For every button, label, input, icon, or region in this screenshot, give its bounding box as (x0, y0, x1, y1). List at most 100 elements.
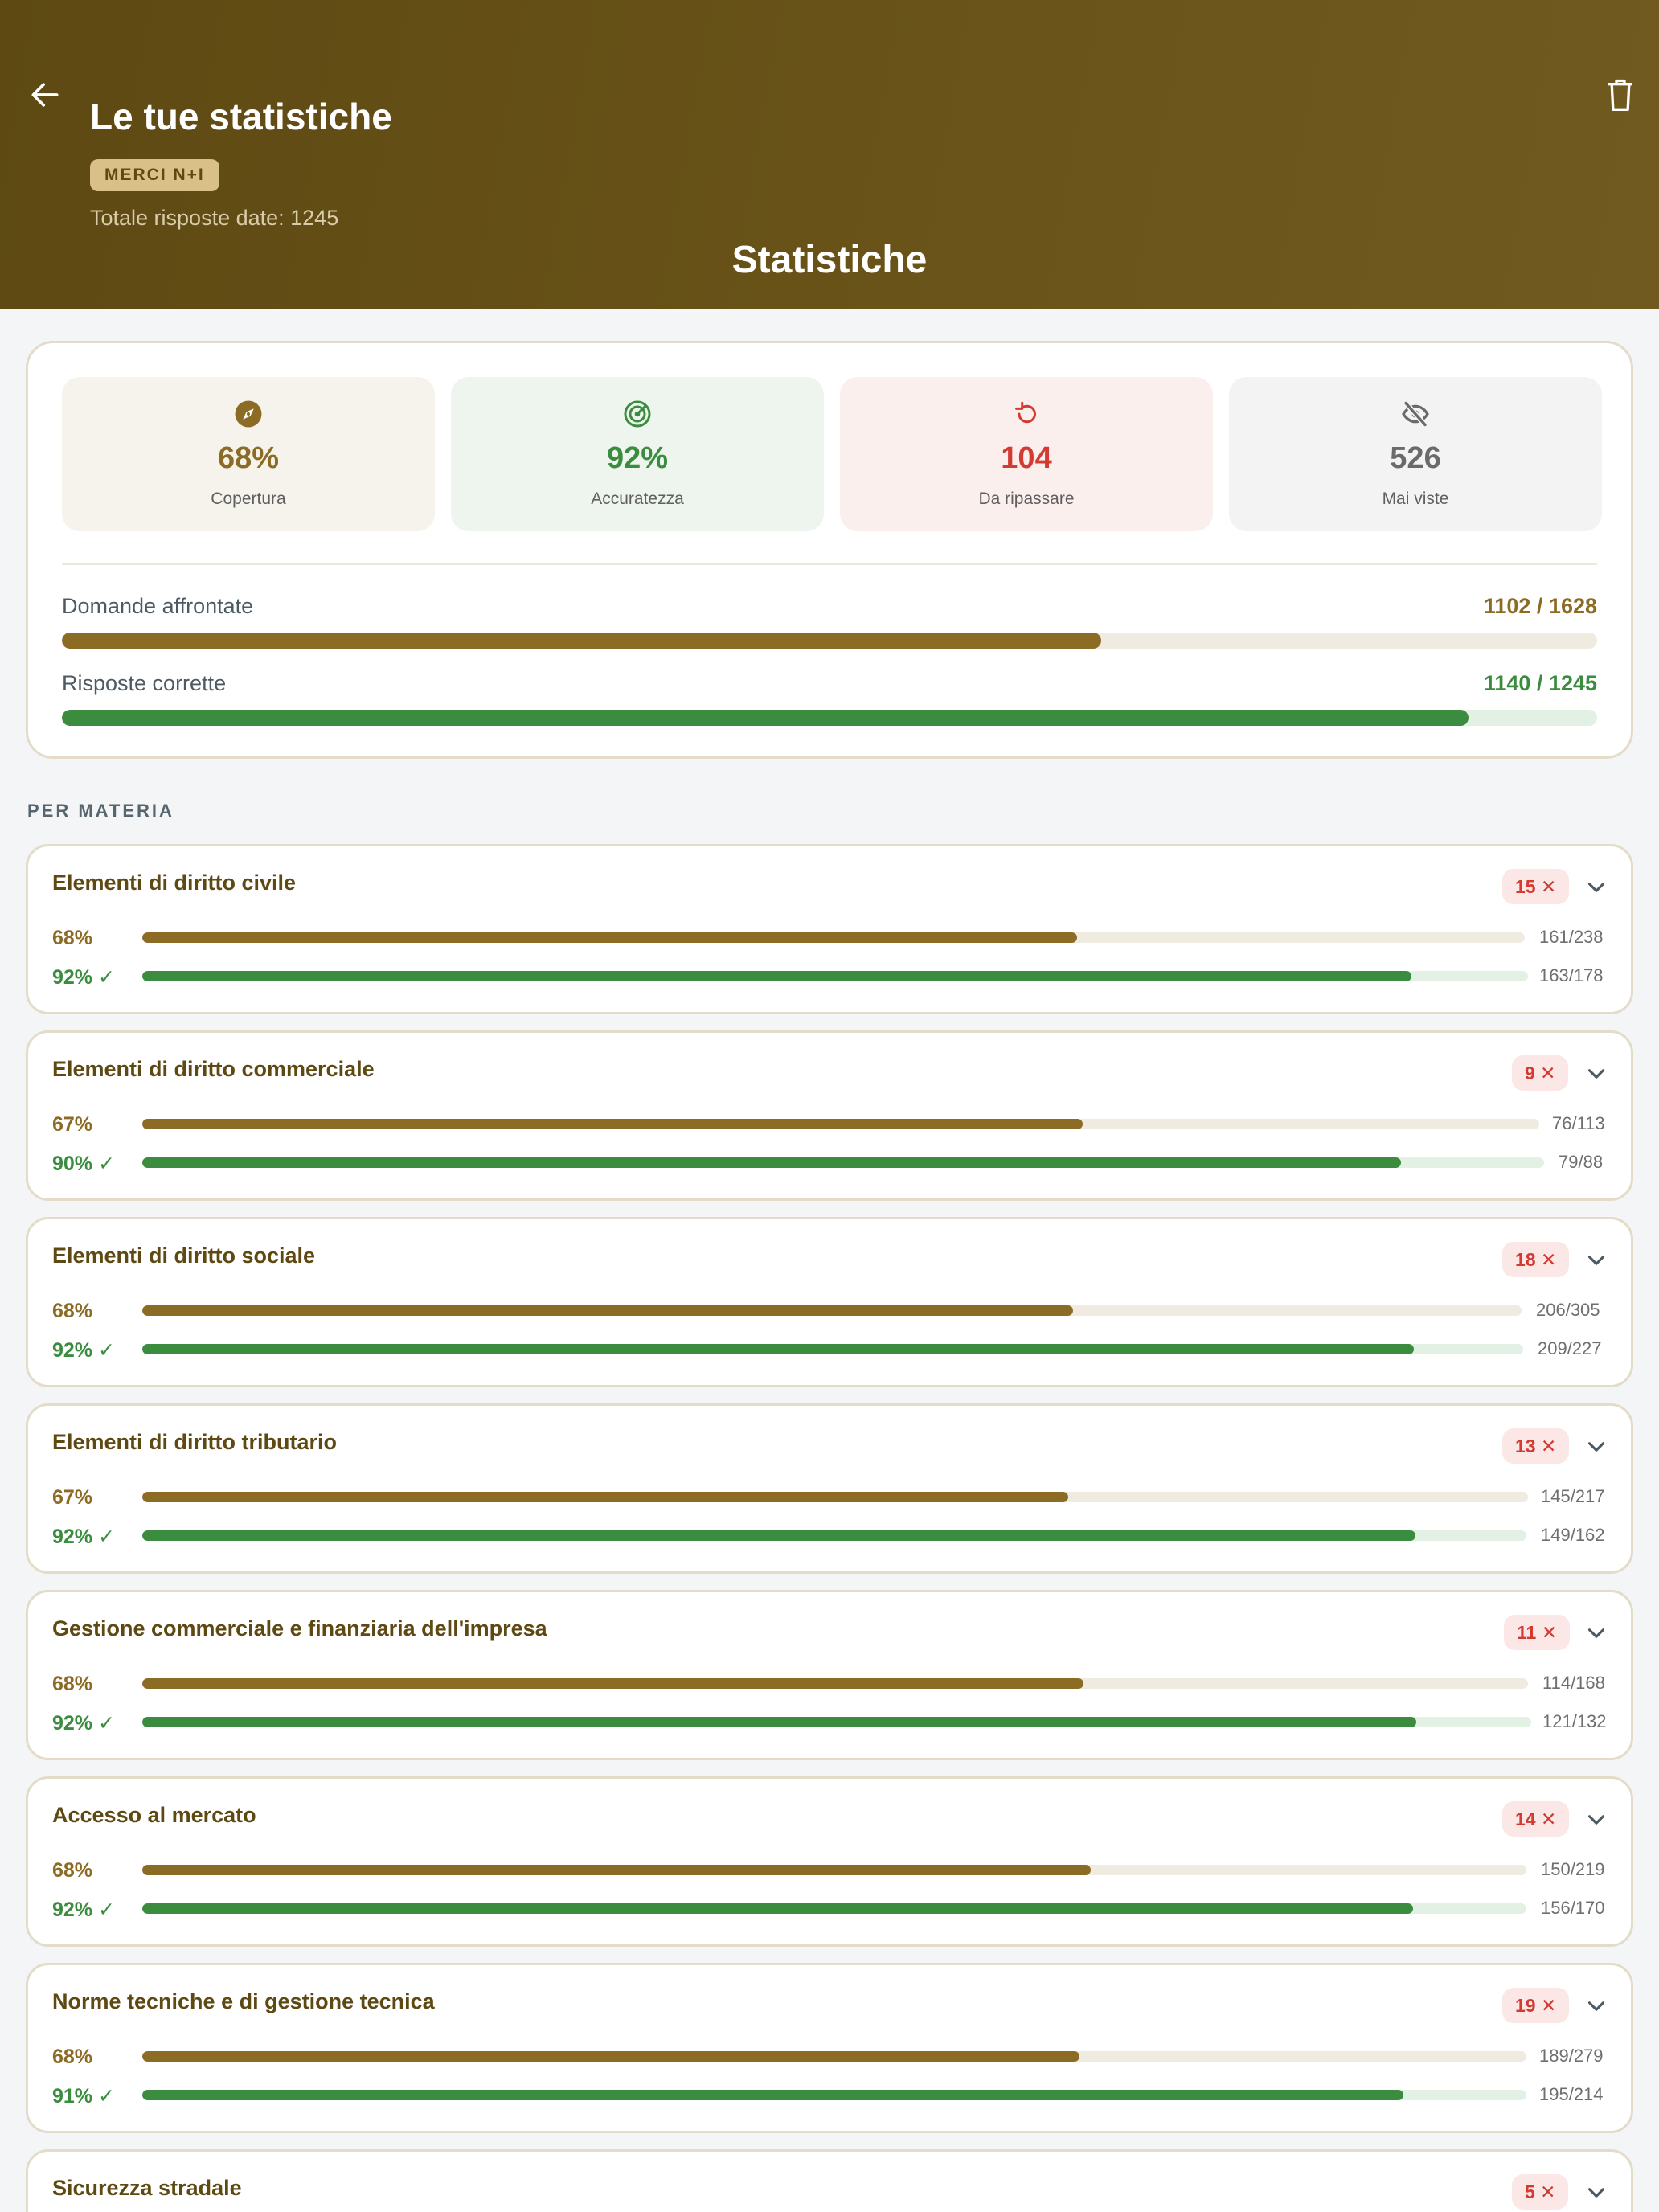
unseen-label: Mai viste (1382, 490, 1449, 508)
coverage-tile: 68% Copertura (62, 377, 435, 531)
subject-name: Norme tecniche e di gestione tecnica (52, 1989, 435, 2013)
questions-faced-value: 1102 / 1628 (1483, 594, 1597, 618)
correct-answers-bar (62, 710, 1597, 726)
eye-off-icon (1402, 401, 1429, 427)
coverage-count: 206/305 (1536, 1300, 1600, 1320)
accuracy-count: 195/214 (1539, 2084, 1604, 2104)
questions-faced-bar (62, 633, 1597, 649)
chevron-down-icon[interactable] (1583, 1620, 1610, 1647)
subject-card[interactable]: Sicurezza stradale 5 ✕ (26, 2149, 1633, 2212)
review-tile: 104 Da ripassare (840, 377, 1213, 531)
coverage-bar (142, 2051, 1526, 2062)
accuracy-bar (142, 1903, 1526, 1914)
accuracy-count: 149/162 (1541, 1525, 1605, 1545)
coverage-percent: 67% (52, 1113, 93, 1136)
wrong-count-badge: 9 ✕ (1512, 1055, 1569, 1091)
wrong-count-badge: 11 ✕ (1504, 1615, 1570, 1650)
chevron-down-icon[interactable] (1583, 1806, 1610, 1833)
accuracy-count: 156/170 (1541, 1898, 1605, 1918)
coverage-count: 150/219 (1541, 1859, 1605, 1879)
correct-answers-label: Risposte corrette (62, 671, 227, 695)
coverage-percent: 68% (52, 927, 93, 949)
chevron-down-icon[interactable] (1583, 1060, 1610, 1088)
wrong-count-badge: 19 ✕ (1502, 1988, 1570, 2023)
accuracy-count: 209/227 (1538, 1338, 1602, 1358)
accuracy-bar (142, 971, 1528, 981)
coverage-bar-fill (142, 1305, 1074, 1316)
coverage-percent: 67% (52, 1486, 93, 1509)
coverage-bar-fill (142, 1492, 1068, 1502)
review-value: 104 (1001, 441, 1052, 475)
subject-card[interactable]: Accesso al mercato 14 ✕ 68% 150/219 92% … (26, 1776, 1633, 1947)
coverage-bar (142, 1492, 1528, 1502)
chevron-down-icon[interactable] (1583, 1247, 1610, 1274)
questions-faced-fill (62, 633, 1102, 649)
accuracy-value: 92% (606, 441, 669, 475)
accuracy-bar (142, 2090, 1526, 2100)
correct-answers-fill (62, 710, 1469, 726)
delete-stats-button[interactable] (1604, 77, 1640, 114)
accuracy-bar-fill (142, 1717, 1416, 1727)
subject-card[interactable]: Gestione commerciale e finanziaria dell'… (26, 1590, 1633, 1760)
coverage-bar-fill (142, 1119, 1083, 1129)
coverage-bar-fill (142, 1678, 1083, 1689)
refresh-icon (1015, 401, 1036, 424)
compass-icon (235, 400, 262, 428)
accuracy-bar-fill (142, 2090, 1403, 2100)
coverage-bar (142, 1678, 1528, 1689)
subject-card[interactable]: Elementi di diritto commerciale 9 ✕ 67% … (26, 1030, 1633, 1201)
accuracy-count: 121/132 (1542, 1711, 1607, 1731)
subject-name: Gestione commerciale e finanziaria dell'… (52, 1616, 547, 1641)
subject-card[interactable]: Elementi di diritto tributario 13 ✕ 67% … (26, 1403, 1633, 1574)
coverage-bar (142, 1865, 1526, 1875)
coverage-count: 76/113 (1552, 1113, 1605, 1133)
coverage-count: 145/217 (1541, 1486, 1605, 1506)
accuracy-bar (142, 1717, 1531, 1727)
trash-icon (1608, 79, 1632, 111)
summary-divider (62, 563, 1597, 565)
coverage-percent: 68% (52, 1859, 93, 1882)
accuracy-tile: 92% Accuratezza (451, 377, 824, 531)
subject-card[interactable]: Norme tecniche e di gestione tecnica 19 … (26, 1963, 1633, 2133)
app-header: Le tue statistiche MERCI N+I Totale risp… (0, 0, 1659, 309)
header-section-title: Statistiche (731, 239, 928, 281)
arrow-left-icon (31, 83, 59, 107)
coverage-percent: 68% (52, 1673, 93, 1695)
subject-card[interactable]: Elementi di diritto civile 15 ✕ 68% 161/… (26, 844, 1633, 1014)
accuracy-count: 79/88 (1559, 1152, 1604, 1172)
wrong-count-badge: 15 ✕ (1502, 869, 1570, 904)
questions-faced-label: Domande affrontate (62, 594, 254, 618)
accuracy-label: Accuratezza (591, 490, 684, 508)
coverage-count: 189/279 (1539, 2046, 1604, 2066)
chevron-down-icon[interactable] (1583, 1993, 1610, 2020)
summary-card: 68% Copertura 92% Accuratezza 104 Da rip… (26, 341, 1633, 759)
wrong-count-badge: 13 ✕ (1502, 1428, 1570, 1464)
accuracy-percent: 92% ✓ (52, 1899, 115, 1921)
chevron-down-icon[interactable] (1583, 2179, 1610, 2206)
wrong-count-badge: 14 ✕ (1502, 1801, 1570, 1837)
subject-name: Elementi di diritto civile (52, 870, 297, 895)
coverage-label: Copertura (211, 490, 286, 508)
accuracy-percent: 92% ✓ (52, 1526, 115, 1548)
total-answers-text: Totale risposte date: 1245 (90, 206, 339, 230)
target-icon (624, 400, 651, 428)
correct-answers-value: 1140 / 1245 (1483, 671, 1597, 695)
accuracy-bar-fill (142, 1903, 1413, 1914)
subject-name: Elementi di diritto sociale (52, 1243, 316, 1268)
subject-name: Elementi di diritto commerciale (52, 1057, 375, 1081)
coverage-count: 114/168 (1542, 1673, 1605, 1693)
review-label: Da ripassare (978, 490, 1075, 508)
accuracy-bar (142, 1157, 1544, 1168)
chevron-down-icon[interactable] (1583, 874, 1610, 901)
accuracy-bar-fill (142, 1344, 1415, 1354)
subject-card[interactable]: Elementi di diritto sociale 18 ✕ 68% 206… (26, 1217, 1633, 1387)
subject-name: Sicurezza stradale (52, 2176, 242, 2200)
back-button[interactable] (27, 77, 63, 113)
accuracy-bar-fill (142, 971, 1412, 981)
unseen-tile: 526 Mai viste (1229, 377, 1602, 531)
chevron-down-icon[interactable] (1583, 1433, 1610, 1460)
unseen-value: 526 (1390, 441, 1441, 475)
accuracy-percent: 92% ✓ (52, 1339, 115, 1362)
category-badge: MERCI N+I (90, 159, 219, 191)
accuracy-count: 163/178 (1539, 965, 1604, 985)
